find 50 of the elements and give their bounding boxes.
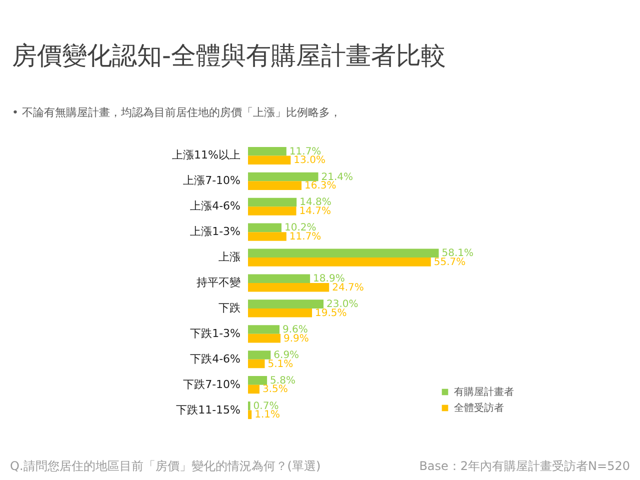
y-tick-label: 上漲7-10% — [183, 174, 240, 188]
bar — [248, 248, 439, 258]
y-tick-label: 下跌11-15% — [176, 403, 240, 416]
y-tick-label: 上漲1-3% — [190, 225, 240, 238]
bar — [248, 334, 281, 343]
bar — [248, 384, 260, 394]
data-label: 55.7% — [434, 256, 466, 268]
legend-label: 有購屋計畫者 — [454, 386, 514, 398]
data-label: 13.0% — [294, 155, 326, 166]
bar — [248, 198, 297, 207]
bar — [248, 274, 310, 283]
data-label: 16.3% — [304, 180, 336, 192]
data-label: 5.1% — [268, 358, 294, 370]
bar — [248, 181, 302, 190]
bar — [248, 376, 268, 385]
text: Base：2年內有購屋計畫受訪者N=520 — [419, 459, 630, 473]
y-tick-label: 上漲4-6% — [190, 200, 240, 213]
chart-title: 房價變化認知-全體與有購屋計畫者比較 — [12, 41, 446, 70]
bar — [248, 359, 265, 368]
data-label: 3.5% — [262, 384, 288, 396]
legend-label: 全體受訪者 — [454, 402, 504, 414]
data-label: 24.7% — [332, 282, 364, 294]
bar — [248, 350, 271, 360]
data-label: 9.9% — [284, 333, 309, 344]
data-label: 6.9% — [274, 350, 300, 361]
bar — [248, 223, 282, 232]
y-tick-label: 下跌1-3% — [190, 326, 240, 340]
bar — [248, 308, 312, 318]
data-label: 1.1% — [254, 410, 280, 421]
bar — [248, 232, 286, 241]
bar — [248, 325, 280, 334]
bar — [248, 206, 296, 216]
bar — [248, 410, 252, 420]
y-tick-label: 持平不變 — [196, 276, 240, 289]
y-tick-label: 上漲 — [218, 250, 240, 264]
bar — [248, 156, 291, 165]
bar — [248, 283, 330, 292]
data-label: 14.7% — [299, 206, 332, 218]
y-tick-label: 下跌7-10% — [183, 378, 240, 391]
y-tick-label: 下跌 — [218, 301, 240, 314]
y-tick-label: 上漲11%以上 — [172, 148, 240, 162]
bar — [248, 172, 318, 182]
text: Q.請問您居住的地區目前「房價」變化的情況為何？(單選) — [10, 459, 321, 473]
bar — [248, 258, 431, 266]
chart-subtitle: • 不論有無購屋計畫，均認為目前居住地的房價「上漲」比例略多， — [12, 106, 341, 119]
bar — [248, 146, 286, 156]
bar — [248, 300, 324, 308]
data-label: 11.7% — [289, 231, 322, 242]
y-tick-label: 下跌4-6% — [190, 352, 240, 366]
data-label: 19.5% — [315, 308, 347, 319]
